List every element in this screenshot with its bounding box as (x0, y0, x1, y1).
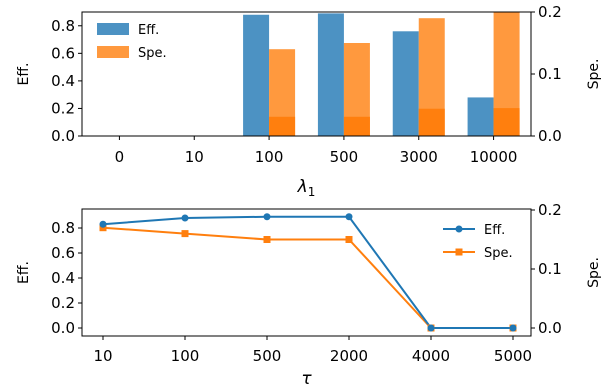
bottom-y-right-label: Spe. (586, 257, 602, 288)
bar-spe-overlay (343, 116, 370, 136)
top-y-left-tick-label: 0.6 (51, 44, 75, 62)
point-eff (427, 324, 435, 332)
top-y-left-tick-label: 0.4 (51, 72, 75, 90)
bar-eff (243, 14, 270, 137)
top-y-right-label: Spe. (586, 59, 602, 90)
bar-spe-overlay (269, 116, 296, 136)
top-x-axis-label-subscript: 1 (308, 185, 316, 199)
top-x-tick-label: 100 (255, 148, 284, 166)
point-eff (263, 213, 271, 221)
bottom-y-right-tick-label: 0.2 (538, 201, 562, 219)
bottom-x-tick-label: 100 (171, 347, 200, 365)
legend-spe-label: Spe. (484, 246, 513, 261)
top-y-left-tick-label: 0.8 (51, 17, 75, 35)
top-y-left-label: Eff. (16, 63, 32, 86)
point-eff (181, 214, 189, 222)
top-x-tick-label: 10000 (470, 148, 518, 166)
top-x-tick-label: 10 (185, 148, 204, 166)
bar-eff (467, 97, 494, 136)
top-x-tick-label: 3000 (400, 148, 438, 166)
bottom-y-left-tick-label: 0.4 (51, 269, 75, 287)
point-eff (99, 220, 107, 228)
bottom-y-left-tick-label: 0.2 (51, 294, 75, 312)
top-y-right-tick-label: 0.1 (538, 65, 562, 83)
bar-spe-overlay (418, 108, 445, 136)
bottom-x-tick-label: 500 (253, 347, 282, 365)
point-spe (181, 230, 189, 238)
bottom-x-tick-label: 5000 (494, 347, 532, 365)
bottom-x-axis-label: τ (301, 369, 312, 388)
line-spe (102, 226, 513, 329)
legend-spe-label: Spe. (138, 46, 167, 61)
line-eff (102, 215, 513, 329)
bottom-y-left-tick-label: 0.0 (51, 319, 75, 337)
bottom-y-left-tick-label: 0.8 (51, 219, 75, 237)
bar-eff (317, 13, 344, 137)
bottom-x-tick-label: 10 (93, 347, 112, 365)
legend-spe-swatch (97, 46, 129, 58)
legend-spe-marker (455, 248, 463, 256)
legend-eff-label: Eff. (138, 23, 159, 38)
top-y-right-tick-label: 0.0 (538, 127, 562, 145)
bottom-y-left-label: Eff. (16, 261, 32, 284)
top-x-tick-label: 500 (330, 148, 359, 166)
point-eff (345, 213, 353, 221)
point-spe (263, 236, 271, 243)
point-eff (509, 324, 517, 332)
top-y-left-tick-label: 0.2 (51, 99, 75, 117)
legend-eff-swatch (97, 23, 129, 35)
bar-spe-overlay (493, 108, 520, 136)
bottom-plot-frame (81, 208, 532, 337)
legend-eff-label: Eff. (484, 223, 505, 238)
point-spe (345, 236, 353, 243)
top-x-tick-label: 0 (115, 148, 125, 166)
legend-eff-marker (455, 225, 463, 233)
bottom-x-tick-label: 4000 (412, 347, 450, 365)
top-x-axis-label: λ1 (297, 177, 316, 199)
top-legend: Eff. Spe. (97, 23, 167, 61)
bottom-legend: Eff. Spe. (443, 223, 513, 261)
bottom-y-right-tick-label: 0.1 (538, 260, 562, 278)
bar-eff (392, 31, 419, 137)
top-y-left-tick-label: 0.0 (51, 127, 75, 145)
bottom-y-right-tick-label: 0.0 (538, 319, 562, 337)
bottom-y-left-tick-label: 0.6 (51, 244, 75, 262)
top-y-right-tick-label: 0.2 (538, 3, 562, 21)
top-x-axis-label-base: λ (297, 177, 308, 197)
bottom-x-tick-label: 2000 (330, 347, 368, 365)
